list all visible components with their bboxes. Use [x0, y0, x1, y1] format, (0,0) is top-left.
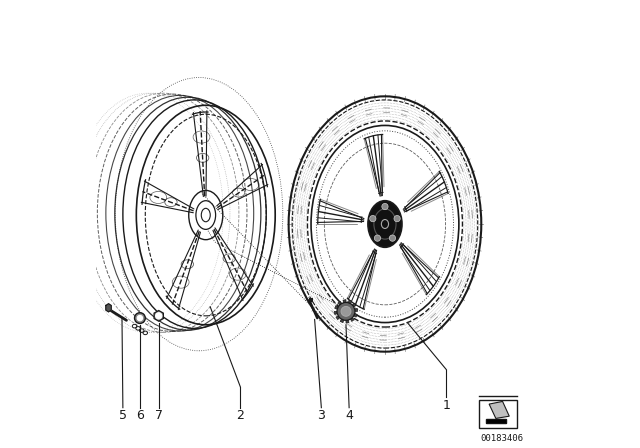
- Text: 5: 5: [119, 409, 127, 422]
- Polygon shape: [340, 319, 344, 323]
- Circle shape: [394, 215, 400, 222]
- Polygon shape: [154, 310, 163, 321]
- Polygon shape: [489, 401, 509, 418]
- Circle shape: [382, 203, 388, 210]
- Text: 00183406: 00183406: [480, 434, 523, 443]
- Circle shape: [374, 235, 381, 241]
- Text: 7: 7: [155, 409, 163, 422]
- Ellipse shape: [137, 315, 143, 321]
- Bar: [479, 400, 517, 428]
- Polygon shape: [354, 314, 357, 317]
- Ellipse shape: [368, 201, 402, 247]
- Polygon shape: [355, 308, 358, 311]
- Polygon shape: [335, 306, 338, 309]
- Polygon shape: [336, 316, 340, 319]
- Polygon shape: [348, 300, 352, 304]
- Ellipse shape: [337, 302, 355, 320]
- Ellipse shape: [134, 313, 145, 323]
- Polygon shape: [346, 320, 349, 323]
- Text: 1: 1: [442, 399, 451, 412]
- Text: 4: 4: [345, 409, 353, 422]
- Circle shape: [370, 215, 376, 222]
- Text: 6: 6: [136, 409, 144, 422]
- Ellipse shape: [341, 306, 351, 316]
- Text: 2: 2: [236, 409, 244, 422]
- Text: 3: 3: [317, 409, 325, 422]
- Polygon shape: [486, 419, 506, 423]
- Polygon shape: [351, 318, 354, 322]
- Polygon shape: [343, 300, 346, 303]
- Polygon shape: [338, 301, 342, 305]
- Polygon shape: [352, 303, 356, 307]
- Polygon shape: [334, 311, 337, 314]
- Polygon shape: [106, 304, 111, 312]
- Ellipse shape: [156, 313, 162, 319]
- Circle shape: [389, 235, 396, 241]
